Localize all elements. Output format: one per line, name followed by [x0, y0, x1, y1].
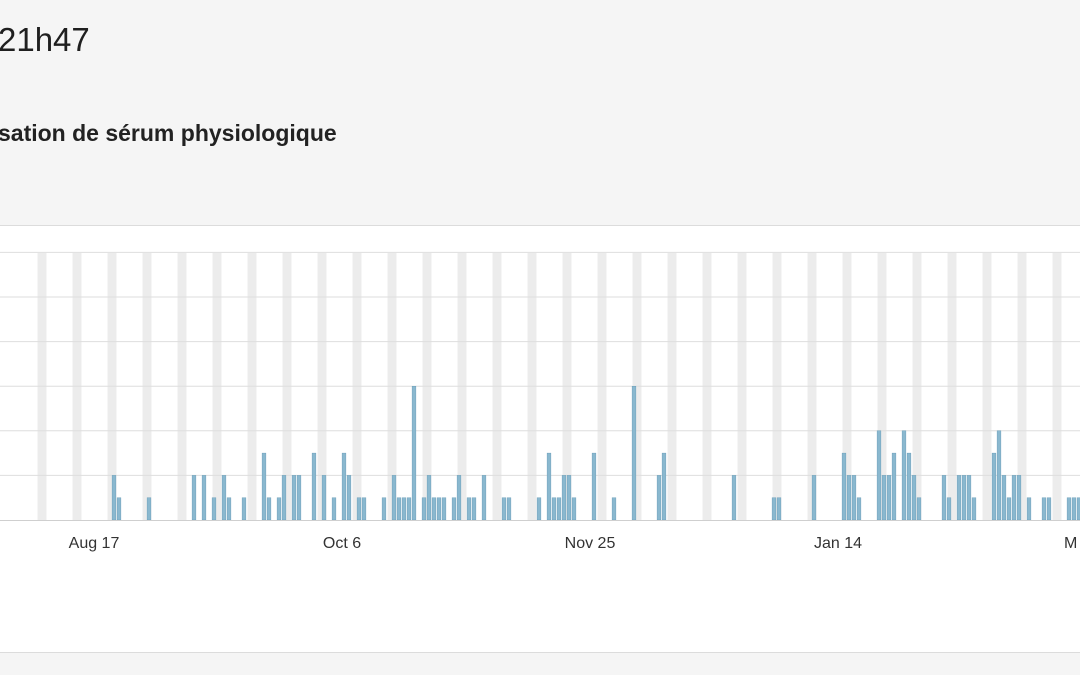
bar [406, 497, 412, 521]
bar [111, 475, 117, 521]
bar [431, 497, 437, 521]
bar [591, 452, 597, 521]
bar-series [111, 385, 1080, 521]
bar [991, 452, 997, 521]
x-tick-label: Aug 17 [69, 535, 120, 552]
bar [661, 452, 667, 521]
bar [451, 497, 457, 521]
bar [1066, 497, 1072, 521]
x-tick-labels: Aug 17 Oct 6 Nov 25 Jan 14 M [69, 535, 1078, 552]
bar [571, 497, 577, 521]
bar [341, 452, 347, 521]
bar [1006, 497, 1012, 521]
bar [426, 475, 432, 521]
bar [841, 452, 847, 521]
bar [261, 452, 267, 521]
bar [481, 475, 487, 521]
bar [566, 475, 572, 521]
chart-title: sation de sérum physiologique [0, 120, 337, 146]
bar [456, 475, 462, 521]
bar [471, 497, 477, 521]
bar [611, 497, 617, 521]
bar [551, 497, 557, 521]
bar [846, 475, 852, 521]
bar [241, 497, 247, 521]
bar [886, 475, 892, 521]
bar [776, 497, 782, 521]
bar [501, 497, 507, 521]
bar [331, 497, 337, 521]
bar [941, 475, 947, 521]
bar [221, 475, 227, 521]
bar [911, 475, 917, 521]
x-tick-label: M [1064, 535, 1077, 552]
bar [901, 430, 907, 521]
bar [391, 475, 397, 521]
bar [546, 452, 552, 521]
bar [956, 475, 962, 521]
bar [296, 475, 302, 521]
bar [891, 452, 897, 521]
bar [876, 430, 882, 521]
bar [631, 385, 637, 521]
bar [506, 497, 512, 521]
bar [771, 497, 777, 521]
bar [291, 475, 297, 521]
bar [396, 497, 402, 521]
bar [321, 475, 327, 521]
bar [361, 497, 367, 521]
bar [1011, 475, 1017, 521]
bar [996, 430, 1002, 521]
bar [916, 497, 922, 521]
bar [401, 497, 407, 521]
bar [561, 475, 567, 521]
x-tick-label: Oct 6 [323, 535, 361, 552]
bar [441, 497, 447, 521]
bar [731, 475, 737, 521]
chart-card: Aug 17 Oct 6 Nov 25 Jan 14 M [0, 225, 1080, 653]
bar [966, 475, 972, 521]
x-tick-label: Nov 25 [565, 535, 616, 552]
bar [116, 497, 122, 521]
time-heading: 21h47 [0, 21, 90, 58]
bar [906, 452, 912, 521]
bar [436, 497, 442, 521]
bar [856, 497, 862, 521]
bar [381, 497, 387, 521]
bar [411, 385, 417, 521]
bar [1046, 497, 1052, 521]
bar [1041, 497, 1047, 521]
bar [311, 452, 317, 521]
bar [656, 475, 662, 521]
gridlines [0, 251, 1080, 476]
bar [971, 497, 977, 521]
bar [211, 497, 217, 521]
bar [1026, 497, 1032, 521]
bar [191, 475, 197, 521]
bar [851, 475, 857, 521]
bar [1071, 497, 1077, 521]
bar [346, 475, 352, 521]
bar [1016, 475, 1022, 521]
bar [276, 497, 282, 521]
x-tick-label: Jan 14 [814, 535, 862, 552]
bar [356, 497, 362, 521]
bar [811, 475, 817, 521]
bar [201, 475, 207, 521]
bar [881, 475, 887, 521]
bar [146, 497, 152, 521]
bar [421, 497, 427, 521]
bar [226, 497, 232, 521]
bar [466, 497, 472, 521]
bar [961, 475, 967, 521]
bar [281, 475, 287, 521]
bar [1001, 475, 1007, 521]
bar [946, 497, 952, 521]
bar [536, 497, 542, 521]
bar-chart: Aug 17 Oct 6 Nov 25 Jan 14 M [0, 251, 1080, 552]
bar [266, 497, 272, 521]
bar [556, 497, 562, 521]
